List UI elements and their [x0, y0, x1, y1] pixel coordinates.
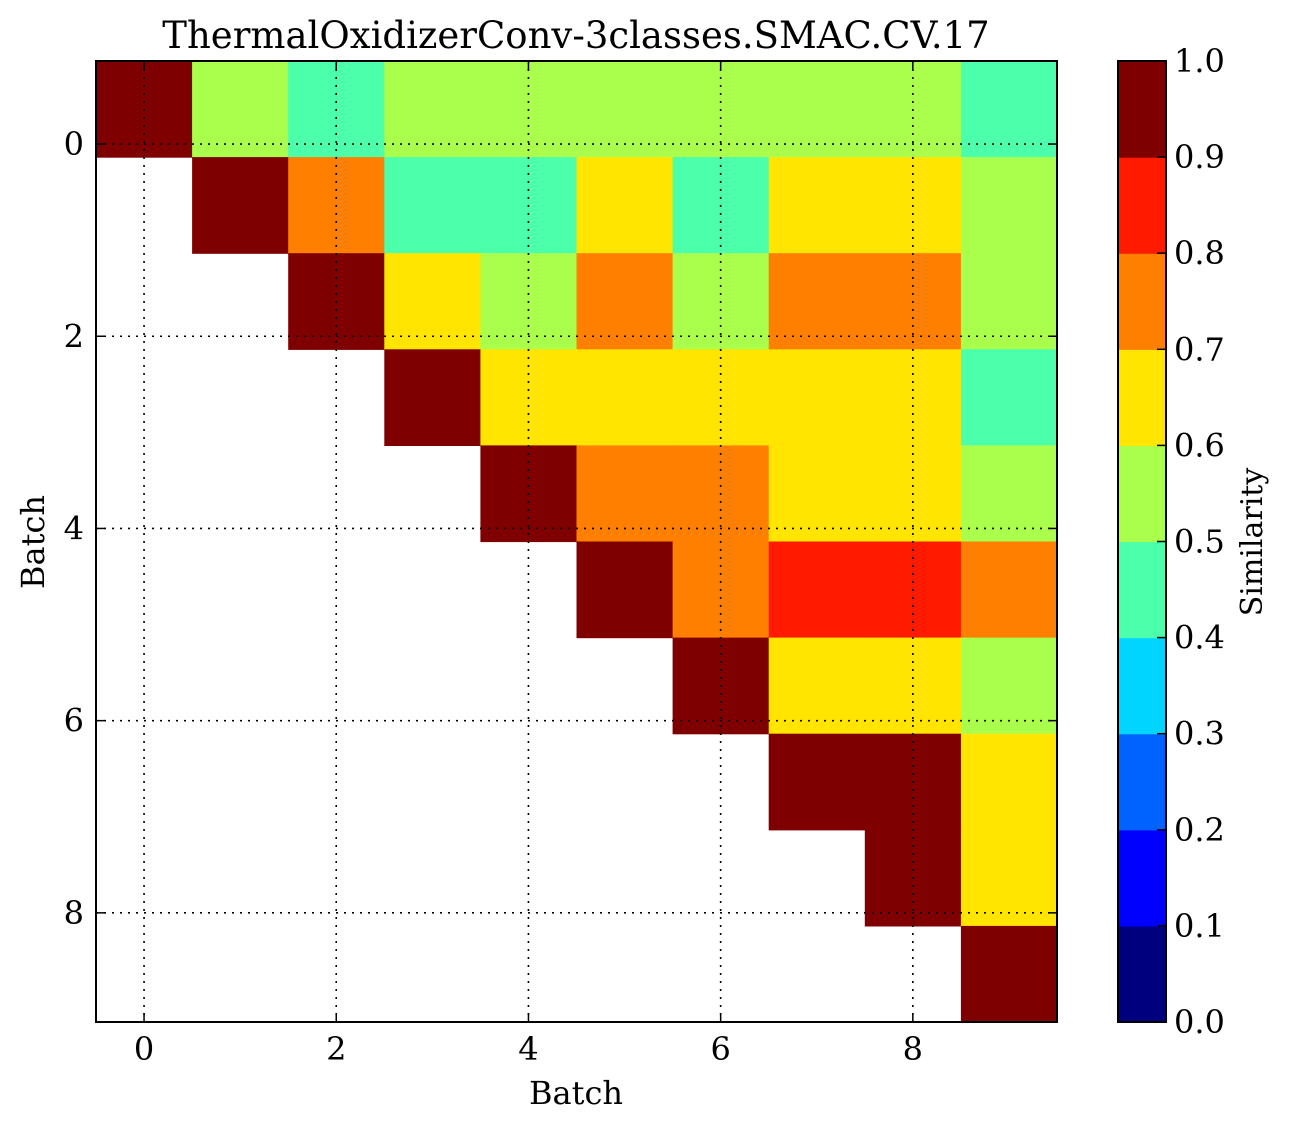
heatmap-cell	[576, 445, 674, 543]
colorbar-tick-label: 0.4	[1174, 619, 1225, 657]
heatmap-cell	[960, 541, 1058, 639]
heatmap-cell	[768, 349, 866, 446]
x-axis: 0 2 4 6 8	[134, 61, 923, 1068]
colorbar-tick-label: 0.7	[1174, 330, 1225, 368]
heatmap-cell	[192, 61, 289, 158]
colorbar-segment	[1118, 541, 1166, 639]
colorbar-tick-label: 1.0	[1174, 42, 1225, 80]
heatmap-cells	[96, 61, 1058, 1023]
colorbar-segment	[1118, 349, 1166, 446]
heatmap-cell	[960, 733, 1058, 831]
y-tick-label: 0	[64, 125, 84, 163]
x-tick-label: 6	[710, 1030, 730, 1068]
heatmap-cell	[960, 829, 1058, 927]
x-tick-label: 4	[518, 1030, 538, 1068]
colorbar-tick-label: 0.1	[1174, 907, 1225, 945]
colorbar-tick-label: 0.5	[1174, 523, 1225, 561]
heatmap-cell	[960, 157, 1058, 254]
heatmap-cell	[576, 349, 674, 446]
colorbar-segment	[1118, 829, 1166, 927]
heatmap-cell	[384, 253, 481, 350]
heatmap-cell	[384, 349, 481, 446]
plot-frame	[95, 60, 1058, 1023]
heatmap-cell	[768, 445, 866, 543]
colorbar: 0.0 0.1 0.2 0.3 0.4 0.5 0.6 0.7 0.8 0.9 1.0	[1117, 42, 1225, 1041]
colorbar-tick-label: 0.3	[1174, 715, 1225, 753]
colorbar-tick-label: 0.8	[1174, 234, 1225, 272]
colorbar-segment	[1118, 637, 1166, 735]
y-tick-label: 6	[64, 702, 84, 740]
x-axis-label: Batch	[529, 1074, 623, 1112]
y-tick-label: 4	[64, 509, 84, 547]
heatmap-cell	[768, 733, 866, 831]
colorbar-segment	[1118, 61, 1166, 158]
y-axis-label: Batch	[14, 495, 52, 589]
heatmap-cell	[768, 637, 866, 735]
heatmap-cell	[960, 637, 1058, 735]
colorbar-tick-label: 0.2	[1174, 811, 1225, 849]
grid-lines	[96, 61, 1057, 1022]
colorbar-segment	[1118, 253, 1166, 350]
y-axis: 0 2 4 6 8	[64, 125, 1057, 932]
y-tick-label: 2	[64, 317, 84, 355]
colorbar-segment	[1118, 157, 1166, 254]
y-tick-label: 8	[64, 894, 84, 932]
heatmap-cell	[960, 349, 1058, 446]
heatmap-cell	[768, 541, 866, 639]
chart-title: ThermalOxidizerConv-3classes.SMAC.CV.17	[162, 14, 989, 57]
colorbar-tick-label: 0.9	[1174, 138, 1225, 176]
heatmap-cell	[576, 253, 674, 350]
heatmap-cell	[192, 157, 289, 254]
heatmap-cell	[960, 445, 1058, 543]
colorbar-segment	[1118, 445, 1166, 543]
heatmap-cell	[768, 157, 866, 254]
heatmap-cell	[960, 925, 1058, 1023]
x-tick-label: 0	[134, 1030, 154, 1068]
heatmap-cell	[960, 253, 1058, 350]
heatmap-cell	[576, 157, 674, 254]
colorbar-segment	[1118, 733, 1166, 831]
heatmap-cell	[960, 61, 1058, 158]
colorbar-label: Similarity	[1235, 468, 1270, 617]
heatmap-cell	[768, 61, 866, 158]
x-tick-label: 8	[903, 1030, 923, 1068]
x-tick-label: 2	[326, 1030, 346, 1068]
heatmap-cell	[576, 61, 674, 158]
heatmap-cell	[576, 541, 674, 639]
heatmap-cell	[384, 61, 481, 158]
heatmap-cell	[384, 157, 481, 254]
heatmap-cell	[768, 253, 866, 350]
colorbar-tick-label: 0.0	[1174, 1003, 1225, 1041]
colorbar-segment	[1118, 925, 1166, 1023]
colorbar-tick-label: 0.6	[1174, 426, 1225, 464]
